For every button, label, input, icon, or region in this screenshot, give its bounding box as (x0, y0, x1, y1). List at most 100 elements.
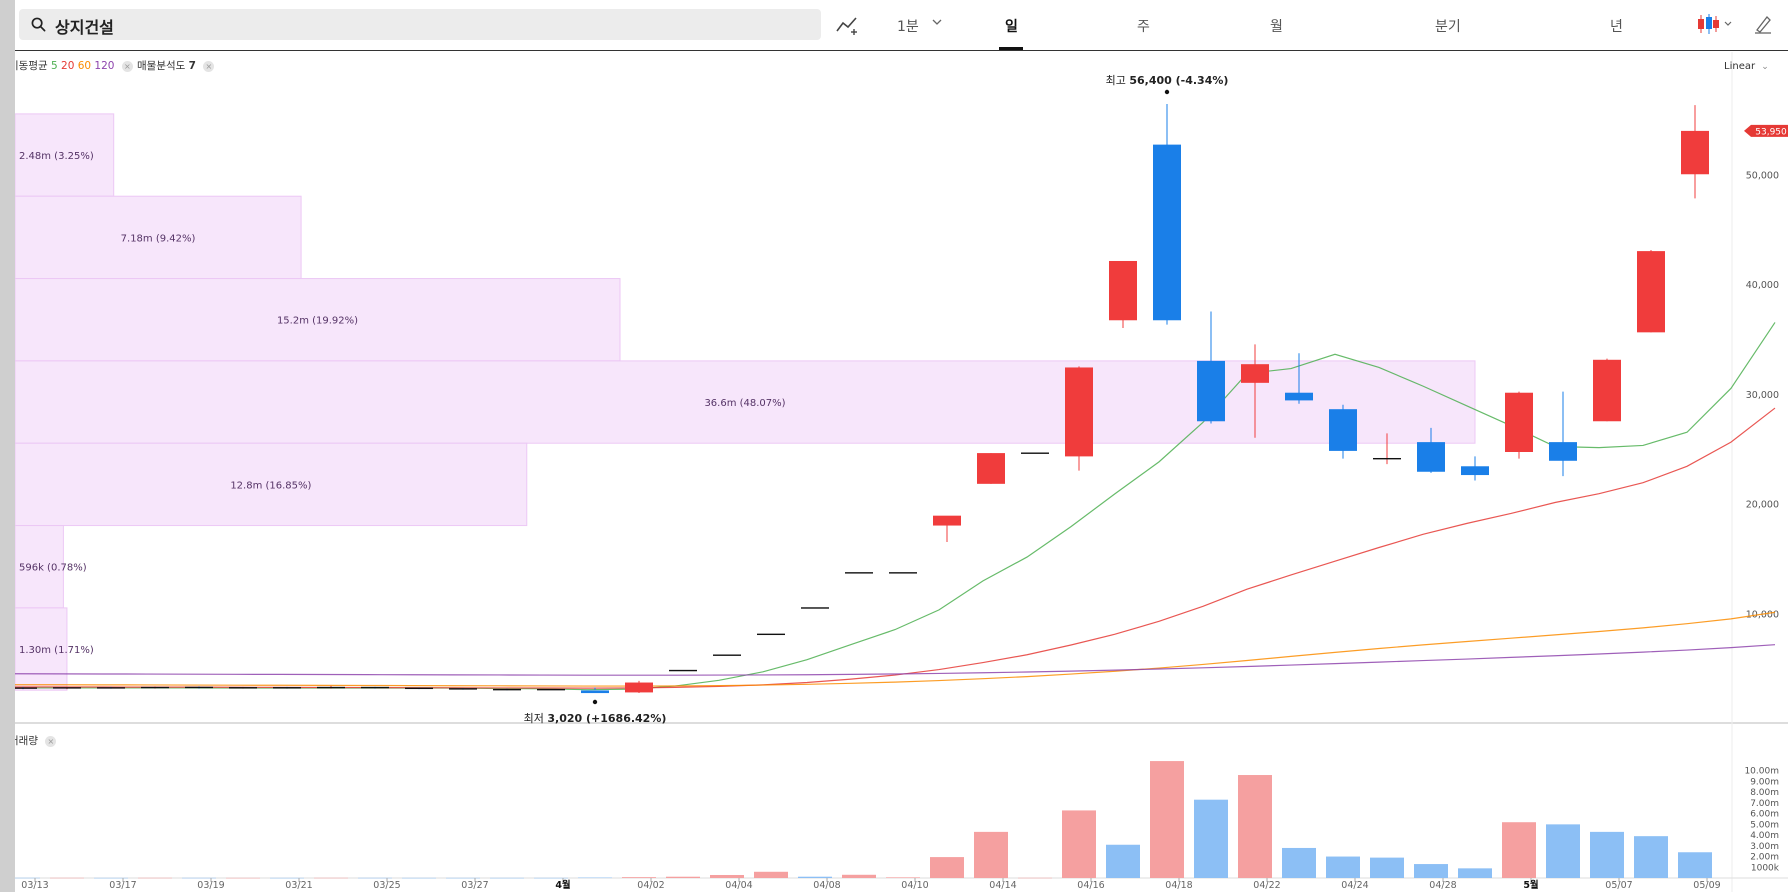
close-icon[interactable]: × (203, 60, 215, 72)
volume-profile-label: 12.8m (16.85%) (230, 480, 311, 491)
candle-body (581, 690, 609, 694)
candle (757, 633, 785, 636)
volume-bar (1634, 836, 1668, 878)
chevron-down-icon[interactable] (932, 18, 942, 26)
candle-body (801, 607, 829, 609)
volume-profile-bar (15, 195, 302, 280)
candle-body (713, 654, 741, 656)
x-tick-label: 03/21 (285, 880, 312, 891)
annotation-change: (+1686.42%) (586, 712, 666, 725)
candle (1285, 353, 1313, 404)
x-tick-label: 04/10 (901, 880, 928, 891)
x-tick-label: 04/18 (1165, 880, 1192, 891)
volume-tick-label: 7.00m (1750, 799, 1779, 809)
candle-body (273, 687, 301, 689)
x-tick-label: 03/13 (21, 880, 48, 891)
close-icon[interactable]: × (121, 60, 133, 72)
candle (1373, 433, 1401, 465)
tab-week[interactable]: 주 (1137, 19, 1150, 35)
volume-bar (1502, 822, 1536, 878)
annotation-dot (1164, 89, 1170, 95)
candle-body (1505, 392, 1533, 452)
price-tick-label: 20,000 (1746, 500, 1779, 511)
moving-average-legend[interactable]: 이동평균 5 20 60 120 × (15, 58, 133, 73)
candle (889, 572, 917, 574)
scale-mode-select[interactable]: Linear ⌄ (1724, 61, 1769, 72)
search-value: 상지건설 (55, 18, 114, 37)
candle (1241, 344, 1269, 438)
ma-period-5: 5 (50, 60, 58, 72)
candle (185, 686, 213, 689)
price-tick-label: 30,000 (1746, 390, 1779, 401)
pencil-icon[interactable] (1753, 13, 1773, 35)
x-tick-label: 05/07 (1605, 880, 1632, 891)
candle-body (1373, 457, 1401, 460)
candle (15, 686, 37, 690)
volume-bar (842, 874, 876, 878)
volume-bar (666, 876, 700, 878)
volume-tick-label: 6.00m (1750, 810, 1779, 820)
search-input[interactable]: 상지건설 (19, 9, 821, 40)
candle (141, 686, 169, 689)
candlestick-type-icon[interactable] (1695, 12, 1733, 36)
candle (669, 669, 697, 672)
chart-toolbar: 상지건설 1분 일 주 월 분기 년 (15, 0, 1788, 51)
candle-body (669, 669, 697, 672)
ma-line-5 (15, 322, 1776, 691)
candle-body (229, 687, 257, 689)
volume-bar (710, 874, 744, 878)
price-tick-label: 50,000 (1746, 170, 1779, 181)
x-tick-label: 03/17 (109, 880, 136, 891)
candle (1109, 260, 1137, 328)
volume-profile-bar (15, 607, 68, 691)
volume-bar (314, 877, 348, 879)
x-tick-label: 04/08 (813, 880, 840, 891)
volume-bar (1370, 857, 1404, 878)
volume-profile-bar (15, 442, 528, 527)
candle (273, 686, 301, 689)
x-tick-label: 05/09 (1693, 880, 1720, 891)
candle (1593, 358, 1621, 422)
volume-profile-label: 36.6m (48.07%) (704, 398, 785, 409)
x-tick-label: 03/25 (373, 880, 400, 891)
candle-body (889, 572, 917, 574)
candle-body (1329, 409, 1357, 451)
volume-profile-legend[interactable]: 매물분석도 7 × (137, 58, 215, 73)
candle-body (977, 453, 1005, 484)
volume-profile-label: 1.30m (1.71%) (19, 645, 94, 656)
price-tick-label: 40,000 (1746, 280, 1779, 291)
volume-bar (1678, 852, 1712, 878)
price-chart: 2.48m (3.25%) 7.18m (9.42%) 15.2m (19.92%)… (15, 52, 1788, 892)
x-tick-label: 04/22 (1253, 880, 1280, 891)
candle (1153, 104, 1181, 325)
candle (977, 453, 1005, 484)
volume-legend[interactable]: 거래량 × (15, 733, 57, 748)
compare-chart-icon[interactable] (835, 14, 861, 36)
candle-body (97, 687, 125, 689)
candle-body (493, 688, 521, 691)
interval-select[interactable]: 1분 (897, 19, 919, 35)
candle (1681, 105, 1709, 199)
candle (933, 515, 961, 543)
volume-bar (798, 876, 832, 878)
volume-bar (622, 877, 656, 878)
x-tick-label: 4월 (555, 879, 570, 891)
volume-profile-label: 596k (0.78%) (19, 563, 87, 574)
volume-bar (490, 877, 524, 879)
tab-day[interactable]: 일 (1005, 19, 1018, 35)
volume-bar (94, 877, 128, 879)
candle (405, 687, 433, 690)
volume-profile-bar (15, 360, 1476, 444)
candle-body (185, 686, 213, 689)
left-edge-shade (0, 0, 15, 892)
close-icon[interactable]: × (45, 735, 57, 747)
volume-bar (974, 831, 1008, 878)
tab-quarter[interactable]: 분기 (1435, 19, 1461, 35)
tab-month[interactable]: 월 (1270, 19, 1283, 35)
x-tick-label: 04/24 (1341, 880, 1368, 891)
volume-tick-label: 10.00m (1744, 767, 1779, 777)
volume-bar (930, 857, 964, 878)
vp-label: 매물분석도 (137, 60, 186, 72)
tab-year[interactable]: 년 (1610, 19, 1623, 35)
candle (1549, 391, 1577, 477)
